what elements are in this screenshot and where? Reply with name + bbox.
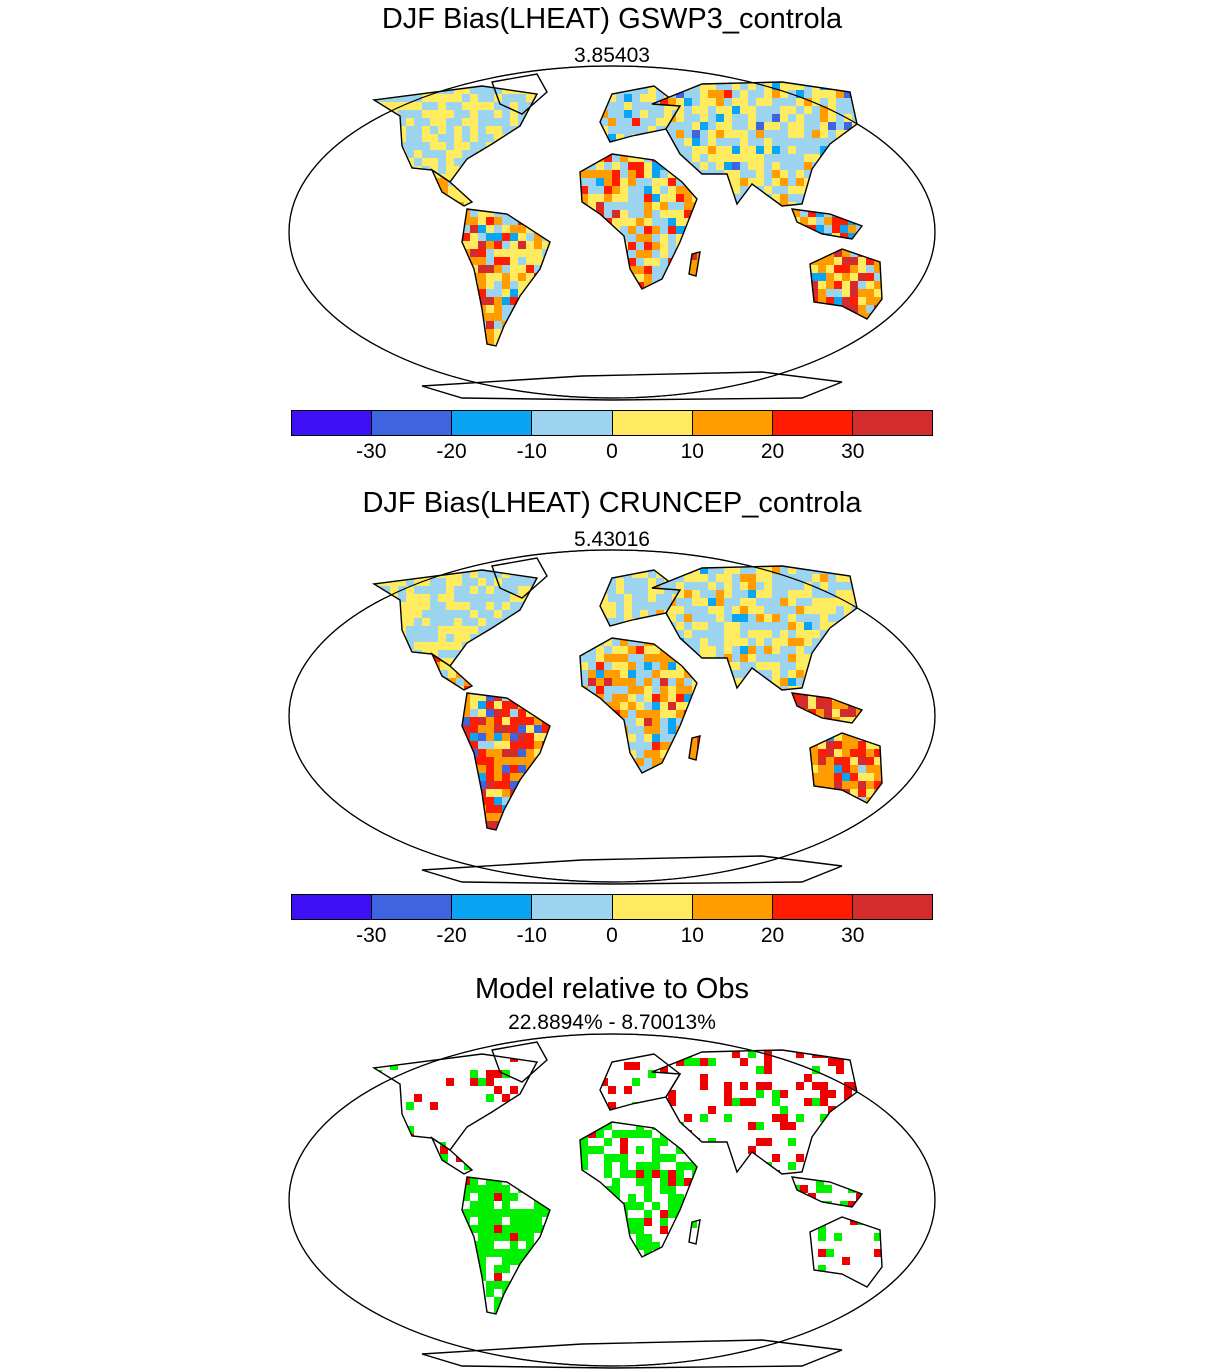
central-america-coastline (430, 1136, 474, 1175)
colorbar-box-7 (852, 411, 932, 435)
panel2-map (288, 549, 936, 885)
colorbar-box-5 (692, 895, 773, 919)
colorbar-box-6 (772, 411, 853, 435)
southeast-asia-coastline (790, 692, 864, 724)
colorbar-box-0 (292, 411, 373, 435)
colorbar-tick-label: 20 (760, 440, 785, 463)
greenland-coastline (491, 1041, 548, 1083)
south-america-coastline (461, 1176, 551, 1315)
panel2-title: DJF Bias(LHEAT) CRUNCEP_controla (362, 487, 862, 519)
colorbar-box-4 (612, 895, 693, 919)
colorbar-box-7 (852, 895, 932, 919)
colorbar-box-3 (532, 411, 613, 435)
madagascar-shading (689, 1220, 697, 1228)
panel1-title: DJF Bias(LHEAT) GSWP3_controla (381, 3, 843, 35)
australia-coastline (809, 732, 883, 804)
colorbar-tick-label: 10 (680, 440, 704, 463)
antarctica-coastline (421, 855, 843, 885)
colorbar-box-1 (372, 411, 453, 435)
colorbar-box-2 (452, 895, 533, 919)
panel3-map (288, 1033, 936, 1369)
australia-coastline (809, 248, 883, 320)
colorbar-tick-label: 0 (606, 924, 618, 947)
colorbar-box-4 (612, 411, 693, 435)
map-outline (288, 1033, 936, 1367)
colorbar-tick-label: -30 (356, 440, 387, 463)
panel2-colorbar-ticks: -30 -20 -10 0 10 20 30 (291, 924, 933, 950)
panel1-colorbar (291, 410, 933, 436)
africa-coastline (579, 637, 698, 774)
panel2-colorbar (291, 894, 933, 920)
australia-coastline (809, 1216, 883, 1288)
colorbar-tick-label: 10 (680, 924, 704, 947)
greenland-coastline (491, 73, 548, 115)
colorbar-tick-label: 20 (760, 924, 785, 947)
colorbar-tick-label: 0 (606, 440, 618, 463)
colorbar-box-0 (292, 895, 373, 919)
panel1-map (288, 65, 936, 401)
south-america-coastline (461, 692, 551, 831)
map-outline (288, 549, 936, 883)
antarctica-coastline (421, 1339, 843, 1369)
colorbar-box-3 (532, 895, 613, 919)
colorbar-tick-label: -10 (516, 924, 547, 947)
madagascar-coastline (688, 735, 701, 761)
asia-coastline (651, 81, 858, 207)
colorbar-box-2 (452, 411, 533, 435)
map-outline (288, 65, 936, 399)
colorbar-tick-label: -20 (436, 440, 467, 463)
colorbar-tick-label: -20 (436, 924, 467, 947)
southeast-asia-coastline (790, 1176, 864, 1208)
map-outline (288, 1033, 936, 1367)
colorbar-tick-label: -30 (356, 924, 387, 947)
southeast-asia-coastline (790, 208, 864, 240)
panel1-subtitle: 3.85403 (574, 44, 650, 67)
north-america-coastline (371, 1053, 539, 1151)
asia-coastline (651, 1049, 858, 1175)
greenland-coastline (491, 557, 548, 599)
colorbar-tick-label: 30 (841, 924, 865, 947)
panel3-title: Model relative to Obs (474, 973, 749, 1005)
central-america-coastline (430, 168, 474, 207)
colorbar-tick-label: -10 (516, 440, 547, 463)
asia-coastline (651, 565, 858, 691)
south-america-coastline (461, 208, 551, 347)
colorbar-box-5 (692, 411, 773, 435)
africa-coastline (579, 153, 698, 290)
panel3-subtitle: 22.8894% - 8.70013% (508, 1011, 716, 1034)
madagascar-coastline (688, 1219, 701, 1245)
north-america-coastline (371, 569, 539, 667)
colorbar-box-1 (372, 895, 453, 919)
antarctica-coastline (421, 371, 843, 401)
panel2-subtitle: 5.43016 (574, 528, 650, 551)
central-america-coastline (430, 652, 474, 691)
north-america-coastline (371, 85, 539, 183)
panel1-colorbar-ticks: -30 -20 -10 0 10 20 30 (291, 440, 933, 466)
madagascar-coastline (688, 251, 701, 277)
africa-coastline (579, 1121, 698, 1258)
colorbar-box-6 (772, 895, 853, 919)
colorbar-tick-label: 30 (841, 440, 865, 463)
